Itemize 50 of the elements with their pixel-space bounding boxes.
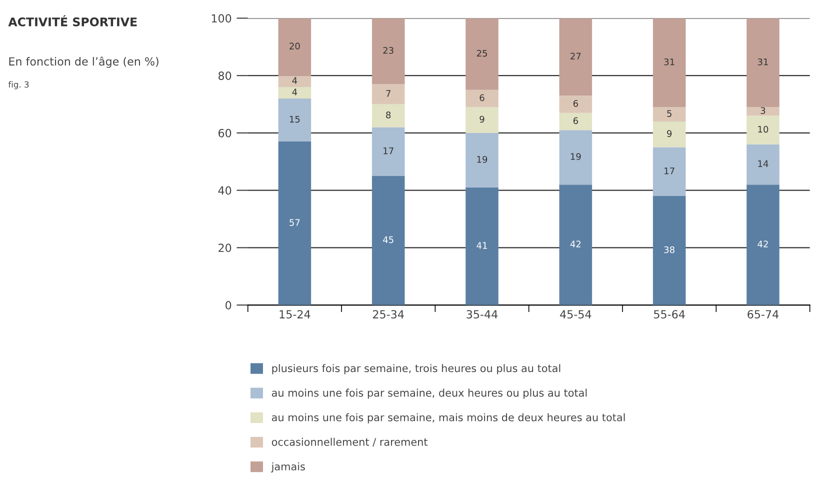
text: En fonction de l’âge (en %): [9, 56, 158, 68]
data-label: 57: [290, 219, 300, 226]
data-label: 19: [570, 153, 581, 160]
y-tick-label: 100: [212, 14, 232, 23]
legend-label: jamais: [271, 462, 305, 472]
legend-label: occasionnellement / rarement: [272, 438, 428, 447]
data-label: 8: [386, 112, 391, 118]
data-label: 31: [758, 58, 768, 66]
data-label: 45: [383, 236, 394, 244]
x-tick-label: 45-54: [560, 310, 592, 318]
data-label: 6: [480, 94, 484, 102]
legend-label: au moins une fois par semaine, mais moins de deux heures au total: [272, 413, 625, 424]
y-tick-label: 20: [218, 244, 232, 252]
data-label: 17: [664, 168, 674, 174]
data-label: 25: [476, 50, 487, 57]
data-label: 5: [667, 110, 672, 117]
text: ACTIVITÉ SPORTIVE: [8, 15, 137, 26]
data-label: 4: [292, 77, 298, 84]
data-label: 7: [386, 90, 390, 97]
data-label: 4: [292, 88, 298, 96]
data-label: 27: [570, 52, 581, 60]
legend-label: au moins une fois par semaine, deux heures ou plus au total: [272, 388, 587, 399]
data-label: 23: [383, 46, 394, 54]
data-label: 17: [384, 147, 394, 154]
y-tick-label: 80: [218, 72, 232, 80]
x-tick-label: 35-44: [466, 310, 498, 318]
data-label: 9: [480, 116, 484, 123]
data-label: 38: [664, 246, 674, 254]
data-label: 42: [570, 240, 581, 248]
data-label: 15: [290, 116, 300, 123]
y-tick-label: 60: [218, 128, 232, 138]
x-tick-label: 55-64: [654, 310, 685, 318]
data-label: 14: [758, 160, 768, 167]
data-label: 9: [667, 130, 672, 137]
caption: fig. 3: [8, 81, 29, 90]
y-tick-label: 0: [226, 301, 232, 310]
data-label: 6: [573, 100, 578, 107]
data-label: 10: [758, 126, 768, 133]
data-label: 42: [758, 240, 768, 248]
data-label: 6: [573, 117, 578, 124]
x-tick-label: 65-74: [748, 310, 779, 318]
legend-label: plusieurs fois par semaine, trois heures ou plus au total: [272, 364, 560, 374]
y-tick-label: 40: [218, 186, 232, 195]
data-label: 19: [477, 156, 488, 163]
data-label: 3: [760, 107, 766, 114]
data-label: 20: [290, 42, 300, 50]
data-label: 41: [476, 242, 487, 249]
x-tick-label: 15-24: [280, 310, 310, 318]
data-label: 31: [664, 58, 674, 66]
x-tick-label: 25-34: [373, 310, 404, 318]
